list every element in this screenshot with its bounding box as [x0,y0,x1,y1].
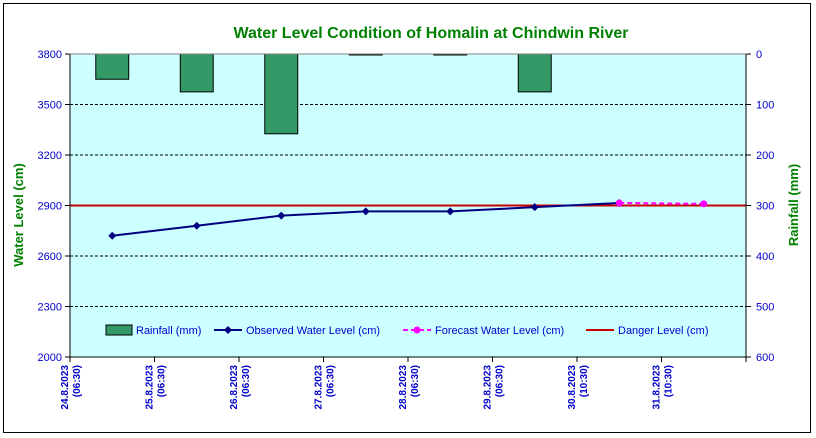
x-tick-label-date: 31.8.2023 [652,365,663,410]
x-tick-label-time: (06:30) [326,365,337,397]
observed-point [192,221,201,230]
chart-title: Water Level Condition of Homalin at Chin… [234,25,629,42]
right-tick-label: 400 [756,251,774,263]
left-tick-label: 3800 [38,49,62,61]
observed-point [361,207,370,216]
right-tick-label: 300 [756,201,774,213]
x-tick-label-date: 30.8.2023 [567,365,578,410]
legend-forecast-label: Forecast Water Level (cm) [435,325,564,337]
legend-danger-label: Danger Level (cm) [618,325,708,337]
left-axis-title: Water Level (cm) [11,163,26,267]
forecast-point [615,199,623,207]
right-tick-label: 200 [756,150,774,162]
left-tick-label: 2000 [38,352,62,364]
x-tick-label-date: 25.8.2023 [145,365,156,410]
x-tick-label-time: (10:30) [664,365,675,397]
x-tick-label-time: (06:30) [410,365,421,397]
x-tick-label-date: 28.8.2023 [398,365,409,410]
right-tick-label: 100 [756,100,774,112]
observed-point [277,211,286,220]
right-tick-label: 0 [756,49,762,61]
rainfall-bar [179,53,214,93]
forecast-water-level-line [619,201,704,205]
x-tick-label-time: (06:30) [495,365,506,397]
right-tick-label: 500 [756,302,774,314]
x-tick-label-date: 29.8.2023 [483,365,494,410]
plot-area: 2000 2300 2600 2900 3200 3500 3800 0 100 200 300 40… [38,49,775,410]
x-tick-label-date: 24.8.2023 [60,365,71,410]
legend-observed-marker [224,326,232,334]
x-tick-label-time: (06:30) [72,365,83,397]
left-tick-label: 3200 [38,150,62,162]
x-tick-label-date: 27.8.2023 [314,365,325,410]
left-tick-label: 2300 [38,302,62,314]
x-tick-label-date: 26.8.2023 [229,365,240,410]
observed-point [108,231,117,240]
legend-observed-label: Observed Water Level (cm) [246,325,380,337]
rainfall-bar [264,53,299,135]
legend-rainfall-label: Rainfall (mm) [136,325,201,337]
right-axis-title: Rainfall (mm) [786,164,801,246]
x-tick-label-time: (10:30) [579,365,590,397]
left-tick-label: 3500 [38,100,62,112]
rainfall-bar [517,53,552,93]
x-tick-label-time: (06:30) [241,365,252,397]
legend-forecast-marker [413,326,421,334]
right-tick-label: 600 [756,352,774,364]
x-tick-label-time: (06:30) [157,365,168,397]
left-tick-label: 2600 [38,251,62,263]
observed-point [446,207,455,216]
rainfall-bar [95,53,130,80]
observed-point [530,203,539,212]
forecast-point [700,200,708,208]
legend-rainfall-swatch [105,324,133,336]
left-tick-label: 2900 [38,201,62,213]
